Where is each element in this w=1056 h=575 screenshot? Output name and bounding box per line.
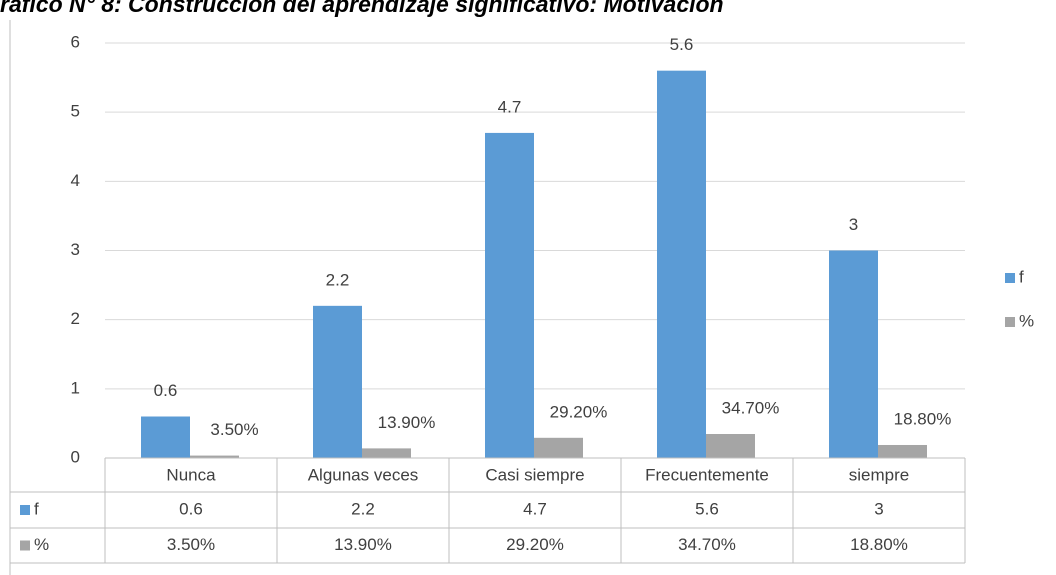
bar <box>534 437 583 458</box>
x-tick-label: Frecuentemente <box>645 465 769 484</box>
chart-title: ráfico N° 8: Construcción del aprendizaj… <box>0 0 724 17</box>
data-label: 2.2 <box>326 270 350 289</box>
bar <box>706 433 755 458</box>
y-tick-label: 3 <box>71 240 80 259</box>
bar <box>141 416 190 458</box>
table-series-name: f <box>34 499 39 518</box>
x-tick-label: Nunca <box>166 465 216 484</box>
data-label: 34.70% <box>722 398 780 417</box>
table-cell: 3 <box>874 499 883 518</box>
legend-label: % <box>1019 311 1034 330</box>
x-tick-label: siempre <box>849 465 909 484</box>
bar <box>657 70 706 459</box>
data-label: 18.80% <box>894 409 952 428</box>
bar <box>313 305 362 458</box>
table-cell: 5.6 <box>695 499 719 518</box>
table-legend-key <box>20 505 30 515</box>
table-series-name: % <box>34 535 49 554</box>
table-cell: 18.80% <box>850 535 908 554</box>
table-cell: 4.7 <box>523 499 547 518</box>
bar <box>362 448 411 458</box>
table-cell: 3.50% <box>167 535 215 554</box>
data-label: 5.6 <box>670 35 694 54</box>
data-label: 0.6 <box>154 381 178 400</box>
bar <box>485 132 534 458</box>
y-tick-label: 6 <box>71 32 80 51</box>
bar <box>190 455 239 458</box>
bar <box>829 250 878 458</box>
table-cell: 2.2 <box>351 499 375 518</box>
table-cell: 13.90% <box>334 535 392 554</box>
legend-key <box>1005 273 1015 283</box>
data-label: 29.20% <box>550 402 608 421</box>
data-label: 3.50% <box>210 420 258 439</box>
table-cell: 29.20% <box>506 535 564 554</box>
legend-key <box>1005 317 1015 327</box>
bar <box>878 444 927 458</box>
y-tick-label: 1 <box>71 378 80 397</box>
y-tick-label: 2 <box>71 309 80 328</box>
y-tick-label: 0 <box>71 447 80 466</box>
table-cell: 34.70% <box>678 535 736 554</box>
x-tick-label: Algunas veces <box>308 465 419 484</box>
x-tick-label: Casi siempre <box>485 465 584 484</box>
data-label: 3 <box>849 215 858 234</box>
data-label: 4.7 <box>498 97 522 116</box>
data-label: 13.90% <box>378 413 436 432</box>
y-tick-label: 4 <box>71 171 80 190</box>
legend-label: f <box>1019 267 1024 286</box>
y-tick-label: 5 <box>71 102 80 121</box>
table-legend-key <box>20 540 30 551</box>
table-cell: 0.6 <box>179 499 203 518</box>
